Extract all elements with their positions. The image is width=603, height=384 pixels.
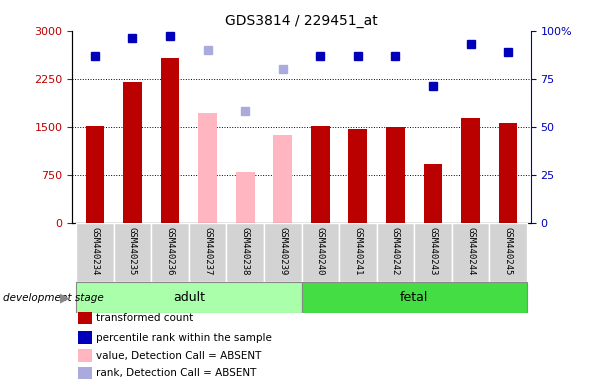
Bar: [226, 223, 264, 282]
Text: GSM440235: GSM440235: [128, 227, 137, 276]
Bar: [461, 118, 480, 223]
Text: GSM440241: GSM440241: [353, 227, 362, 276]
Bar: [414, 223, 452, 282]
Bar: [273, 135, 292, 223]
Bar: [86, 126, 104, 223]
Text: GSM440245: GSM440245: [504, 227, 513, 276]
Bar: [377, 223, 414, 282]
Text: GSM440242: GSM440242: [391, 227, 400, 276]
Bar: [349, 129, 367, 223]
Title: GDS3814 / 229451_at: GDS3814 / 229451_at: [225, 14, 378, 28]
Bar: [198, 113, 217, 223]
Text: GSM440238: GSM440238: [241, 227, 250, 276]
Bar: [302, 282, 527, 313]
Bar: [452, 223, 489, 282]
Bar: [123, 82, 142, 223]
Bar: [151, 223, 189, 282]
Bar: [114, 223, 151, 282]
Bar: [76, 282, 302, 313]
Text: fetal: fetal: [400, 291, 428, 304]
Text: GSM440237: GSM440237: [203, 227, 212, 276]
Bar: [160, 58, 180, 223]
Text: value, Detection Call = ABSENT: value, Detection Call = ABSENT: [96, 351, 262, 361]
Text: percentile rank within the sample: percentile rank within the sample: [96, 333, 273, 343]
Bar: [236, 172, 254, 223]
Text: GSM440239: GSM440239: [278, 227, 287, 276]
Text: GSM440234: GSM440234: [90, 227, 99, 276]
Bar: [302, 223, 339, 282]
Bar: [189, 223, 226, 282]
Bar: [499, 123, 517, 223]
Text: ▶: ▶: [60, 291, 70, 304]
Bar: [423, 164, 443, 223]
Text: GSM440243: GSM440243: [429, 227, 437, 276]
Bar: [386, 127, 405, 223]
Bar: [339, 223, 377, 282]
Text: rank, Detection Call = ABSENT: rank, Detection Call = ABSENT: [96, 368, 257, 378]
Text: GSM440240: GSM440240: [316, 227, 325, 276]
Text: GSM440236: GSM440236: [166, 227, 174, 276]
Bar: [264, 223, 302, 282]
Text: GSM440244: GSM440244: [466, 227, 475, 276]
Text: development stage: development stage: [3, 293, 104, 303]
Text: transformed count: transformed count: [96, 313, 194, 323]
Text: adult: adult: [173, 291, 205, 304]
Bar: [489, 223, 527, 282]
Bar: [311, 126, 330, 223]
Bar: [76, 223, 114, 282]
